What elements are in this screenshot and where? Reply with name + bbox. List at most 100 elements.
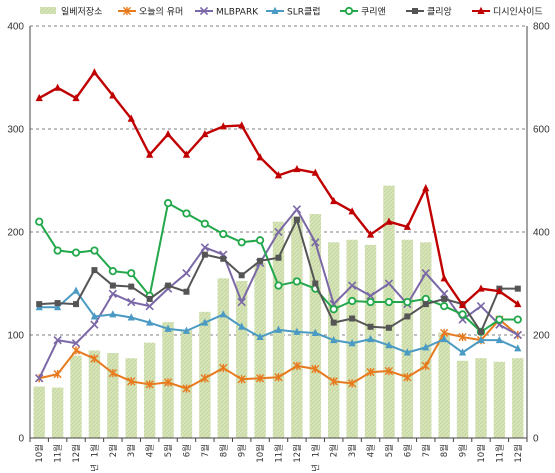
data-point	[163, 378, 173, 387]
data-point	[199, 6, 209, 16]
series-디시인사이드	[35, 68, 522, 309]
data-point	[292, 277, 302, 286]
data-point	[35, 93, 43, 102]
x-tick-label: 3월	[347, 444, 358, 457]
data-point	[163, 199, 173, 208]
data-point	[219, 229, 228, 239]
data-point	[513, 315, 522, 324]
legend-item: 클리앙	[406, 6, 452, 18]
data-point	[238, 322, 246, 330]
bar	[493, 361, 506, 438]
y-right-tick-label: 400	[533, 228, 550, 239]
data-point	[53, 335, 62, 345]
data-point	[200, 243, 210, 252]
x-tick-label: 11월	[494, 444, 505, 463]
legend-item: MLBPARK	[195, 6, 259, 18]
data-point	[495, 287, 503, 295]
x-tick-label: 10월	[476, 444, 487, 463]
bar	[235, 280, 248, 438]
legend-label: 일베저장소	[61, 7, 102, 18]
data-point	[108, 289, 117, 298]
bar	[383, 185, 395, 438]
bar	[88, 350, 101, 438]
data-point	[292, 361, 302, 370]
bar	[401, 239, 414, 438]
data-point	[514, 299, 522, 308]
data-point	[127, 297, 136, 307]
data-point	[91, 267, 98, 274]
data-point	[146, 150, 154, 158]
y-left-tick-label: 200	[7, 228, 24, 239]
data-point	[403, 222, 411, 230]
data-point	[127, 269, 136, 278]
data-point	[514, 285, 521, 292]
data-point	[256, 153, 264, 161]
data-point	[108, 267, 117, 276]
x-tick-label: 12월	[513, 444, 524, 463]
data-point	[348, 339, 356, 347]
data-point	[145, 380, 154, 389]
x-tick-label: 11월	[53, 444, 64, 463]
bar	[438, 332, 450, 438]
data-point	[421, 361, 430, 370]
data-point	[237, 375, 246, 384]
bar	[456, 360, 469, 438]
data-point	[384, 297, 394, 307]
data-point	[257, 257, 264, 264]
bar	[143, 342, 156, 438]
data-point	[477, 328, 484, 335]
y-right-tick-label: 600	[533, 125, 550, 136]
data-point	[422, 184, 430, 192]
bar	[217, 278, 229, 438]
data-point	[348, 379, 357, 388]
data-point	[440, 274, 448, 282]
data-point	[90, 320, 99, 329]
line-layer	[35, 68, 522, 393]
legend-item: SLR클럽	[266, 7, 321, 18]
data-point	[183, 288, 190, 295]
data-point	[274, 171, 283, 179]
legend-label: 오늘의 유머	[139, 7, 183, 18]
data-point	[311, 168, 319, 176]
x-tick-label: 12월	[292, 444, 303, 463]
data-point	[54, 300, 61, 307]
bar	[33, 386, 45, 438]
data-point	[347, 281, 357, 290]
bar	[70, 355, 82, 438]
data-point	[403, 373, 412, 382]
data-point	[71, 248, 81, 257]
data-point	[128, 283, 135, 290]
legend-label: 클리앙	[427, 6, 452, 18]
data-point	[311, 238, 320, 247]
bar-layer	[33, 185, 524, 438]
legend-label: SLR클럽	[287, 7, 321, 18]
x-tick-label: 2월	[329, 444, 340, 457]
x-tick-label: 9월	[237, 444, 248, 457]
y-left-tick-label: 100	[7, 331, 24, 342]
data-point	[366, 291, 375, 301]
data-point	[182, 269, 191, 278]
data-point	[127, 377, 136, 386]
x-tick-label: 1월	[310, 444, 321, 457]
x-tick-label: 2월	[108, 444, 119, 457]
x-tick-label: 8월	[439, 444, 450, 457]
data-point	[201, 251, 208, 258]
data-point	[238, 121, 246, 129]
x-year-label: 년	[310, 464, 321, 472]
data-point	[54, 83, 62, 91]
bar	[420, 242, 432, 438]
data-point	[146, 318, 154, 326]
data-point	[90, 354, 99, 363]
data-point	[458, 310, 467, 319]
data-point	[35, 374, 44, 383]
legend-label: MLBPARK	[216, 8, 259, 18]
data-point	[182, 209, 191, 218]
x-tick-label: 10월	[34, 444, 45, 463]
data-point	[274, 325, 283, 333]
data-point	[312, 280, 319, 287]
legend-item: 일베저장소	[40, 7, 102, 18]
data-point	[201, 318, 209, 326]
bar	[291, 216, 303, 438]
data-point	[441, 295, 448, 302]
